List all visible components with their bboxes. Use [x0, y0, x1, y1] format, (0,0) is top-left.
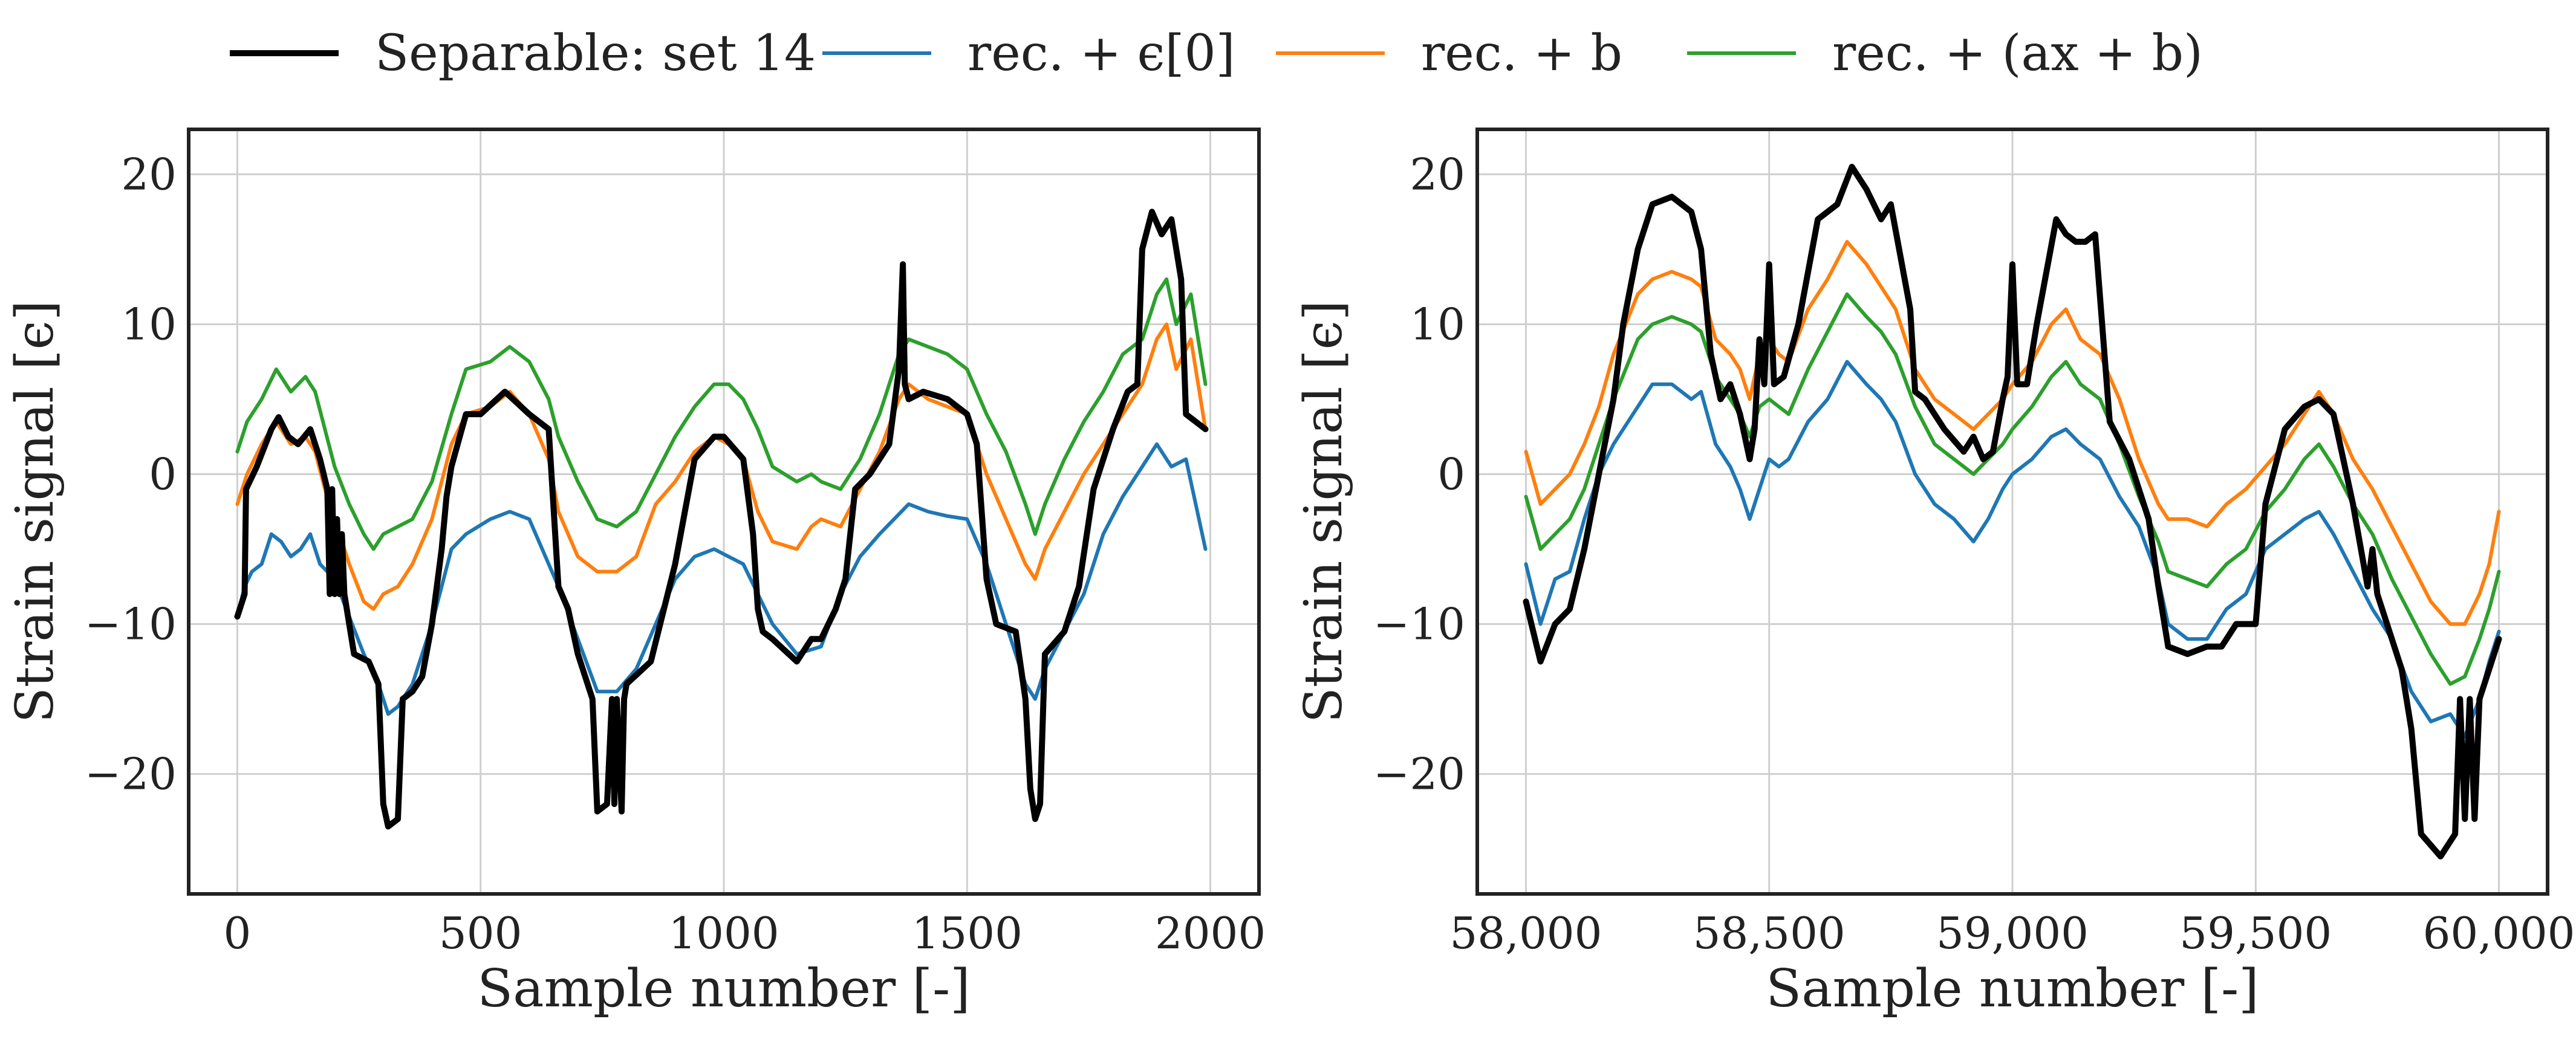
- left-panel: 0 500 1000 1500 2000 −20 −10 0 10 20 Sample number…: [5, 128, 1266, 1019]
- x-tick-label: 58,000: [1449, 908, 1602, 959]
- x-tick-label: 500: [439, 908, 522, 959]
- y-axis-label: Strain signal [ϵ]: [5, 300, 65, 723]
- series-group: [1523, 164, 2502, 859]
- x-tick-label: 1000: [668, 908, 779, 959]
- y-tick-label: 0: [149, 448, 177, 499]
- x-axis-label: Sample number [-]: [1766, 959, 2259, 1019]
- y-tick-label: 20: [1410, 149, 1465, 199]
- series-line-3: [235, 277, 1208, 551]
- x-axis-label: Sample number [-]: [477, 959, 970, 1019]
- y-tick-label: −20: [1373, 749, 1465, 800]
- y-tick-label: 20: [121, 149, 177, 199]
- x-tick-label: 59,500: [2179, 908, 2332, 959]
- legend-item-1: rec. + ϵ[0]: [822, 25, 1235, 82]
- series-line-0: [234, 209, 1209, 830]
- grid: [189, 129, 1259, 894]
- x-tick-label: 1500: [912, 908, 1023, 959]
- y-tick-label: 10: [1410, 299, 1465, 349]
- legend-item-2: rec. + b: [1276, 25, 1622, 82]
- plot-frame: [187, 128, 1261, 896]
- legend-label: rec. + (ax + b): [1832, 25, 2203, 82]
- series-group: [234, 209, 1209, 830]
- plot-frame: [1475, 128, 2549, 896]
- x-tick-label: 2000: [1155, 908, 1266, 959]
- series-line-1: [1524, 360, 2501, 739]
- right-panel: 58,000 58,500 59,000 59,500 60,000 −20 −10 0 10 2…: [1293, 128, 2575, 1019]
- series-line-0: [1523, 164, 2502, 859]
- y-tick-label: −20: [85, 749, 177, 800]
- legend-label: Separable: set 14: [375, 25, 816, 82]
- y-tick-label: 0: [1437, 448, 1465, 499]
- y-axis-label: Strain signal [ϵ]: [1293, 300, 1354, 723]
- x-tick-label: 59,000: [1936, 908, 2089, 959]
- x-tick-label: 60,000: [2423, 908, 2575, 959]
- legend: Separable: set 14 rec. + ϵ[0] rec. + b rec.…: [230, 25, 2203, 82]
- y-tick-label: −10: [85, 599, 177, 650]
- legend-item-3: rec. + (ax + b): [1687, 25, 2203, 82]
- legend-label: rec. + ϵ[0]: [968, 25, 1235, 82]
- x-tick-label: 58,500: [1693, 908, 1846, 959]
- y-tick-label: −10: [1373, 599, 1465, 650]
- x-tick-label: 0: [224, 908, 252, 959]
- legend-label: rec. + b: [1421, 25, 1622, 82]
- series-line-1: [235, 442, 1208, 716]
- y-tick-label: 10: [121, 299, 177, 349]
- legend-item-0: Separable: set 14: [230, 25, 816, 82]
